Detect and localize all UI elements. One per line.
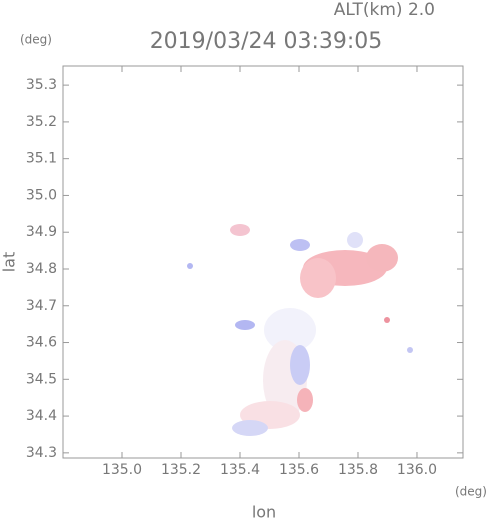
y-tick-label: 35.3	[26, 77, 57, 93]
x-tick-label: 136.0	[397, 462, 437, 478]
y-tick-label: 34.9	[26, 224, 57, 240]
y-unit: (deg)	[20, 33, 52, 47]
x-tick-label: 135.6	[279, 462, 319, 478]
x-tick-label: 135.8	[338, 462, 378, 478]
y-tick-label: 34.4	[26, 408, 57, 424]
x-tick-label: 135.4	[220, 462, 260, 478]
chart-title: 2019/03/24 03:39:05	[150, 29, 383, 54]
y-tick-label: 34.8	[26, 261, 57, 277]
y-tick-label: 34.6	[26, 335, 57, 351]
y-tick-label: 34.3	[26, 445, 57, 461]
y-axis-label: lat	[0, 252, 19, 273]
x-axis-label: lon	[252, 503, 276, 521]
y-tick-label: 35.0	[26, 187, 57, 203]
y-tick-label: 34.7	[26, 298, 57, 314]
y-tick-label: 35.2	[26, 114, 57, 130]
y-tick-label: 34.5	[26, 371, 57, 387]
y-tick-label: 35.1	[26, 151, 57, 167]
plot-frame	[62, 65, 464, 459]
x-unit: (deg)	[455, 485, 487, 499]
x-tick-label: 135.0	[102, 462, 142, 478]
subtitle: ALT(km) 2.0	[334, 0, 435, 20]
x-tick-label: 135.2	[161, 462, 201, 478]
radar-echo	[187, 224, 413, 436]
